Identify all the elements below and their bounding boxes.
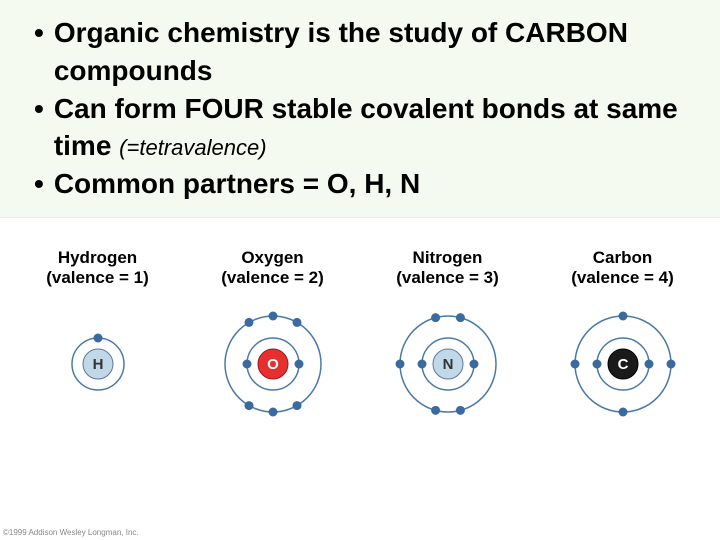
bullet-2: • Can form FOUR stable covalent bonds at… bbox=[30, 90, 700, 166]
atom-nitrogen-valence: (valence = 3) bbox=[396, 268, 499, 287]
copyright-text: ©1999 Addison Wesley Longman, Inc. bbox=[3, 528, 139, 537]
bullet-dot: • bbox=[34, 90, 44, 128]
atom-oxygen-svg: O bbox=[208, 299, 338, 429]
bullet-1-text: Organic chemistry is the study of CARBON… bbox=[54, 14, 700, 90]
atom-oxygen-name: Oxygen bbox=[241, 248, 303, 267]
atom-nitrogen: Nitrogen (valence = 3) N bbox=[368, 248, 528, 429]
atom-hydrogen-label: Hydrogen (valence = 1) bbox=[18, 248, 178, 289]
bullet-2-text: Can form FOUR stable covalent bonds at s… bbox=[54, 90, 700, 166]
atom-nitrogen-label: Nitrogen (valence = 3) bbox=[368, 248, 528, 289]
bullet-dot: • bbox=[34, 14, 44, 52]
bullet-text-block: • Organic chemistry is the study of CARB… bbox=[0, 0, 720, 218]
atom-carbon-svg: C bbox=[558, 299, 688, 429]
atom-oxygen-label: Oxygen (valence = 2) bbox=[193, 248, 353, 289]
svg-text:O: O bbox=[267, 356, 279, 373]
bullet-1: • Organic chemistry is the study of CARB… bbox=[30, 14, 700, 90]
atom-hydrogen-valence: (valence = 1) bbox=[46, 268, 149, 287]
bullet-dot: • bbox=[34, 165, 44, 203]
svg-text:N: N bbox=[442, 356, 453, 373]
atom-hydrogen-name: Hydrogen bbox=[58, 248, 137, 267]
atom-oxygen: Oxygen (valence = 2) O bbox=[193, 248, 353, 429]
bullet-3-text: Common partners = O, H, N bbox=[54, 165, 700, 203]
atom-carbon-valence: (valence = 4) bbox=[571, 268, 674, 287]
atom-carbon: Carbon (valence = 4) C bbox=[543, 248, 703, 429]
atom-diagram-row: Hydrogen (valence = 1) H Oxygen (valence… bbox=[0, 218, 720, 439]
atom-carbon-label: Carbon (valence = 4) bbox=[543, 248, 703, 289]
svg-text:H: H bbox=[92, 356, 103, 373]
atom-carbon-name: Carbon bbox=[593, 248, 653, 267]
atom-hydrogen: Hydrogen (valence = 1) H bbox=[18, 248, 178, 429]
atom-oxygen-valence: (valence = 2) bbox=[221, 268, 324, 287]
atom-nitrogen-svg: N bbox=[383, 299, 513, 429]
bullet-2-tetra: (=tetravalence) bbox=[119, 135, 266, 160]
bullet-3: • Common partners = O, H, N bbox=[30, 165, 700, 203]
atom-nitrogen-name: Nitrogen bbox=[413, 248, 483, 267]
svg-text:C: C bbox=[617, 356, 628, 373]
atom-hydrogen-svg: H bbox=[33, 299, 163, 429]
